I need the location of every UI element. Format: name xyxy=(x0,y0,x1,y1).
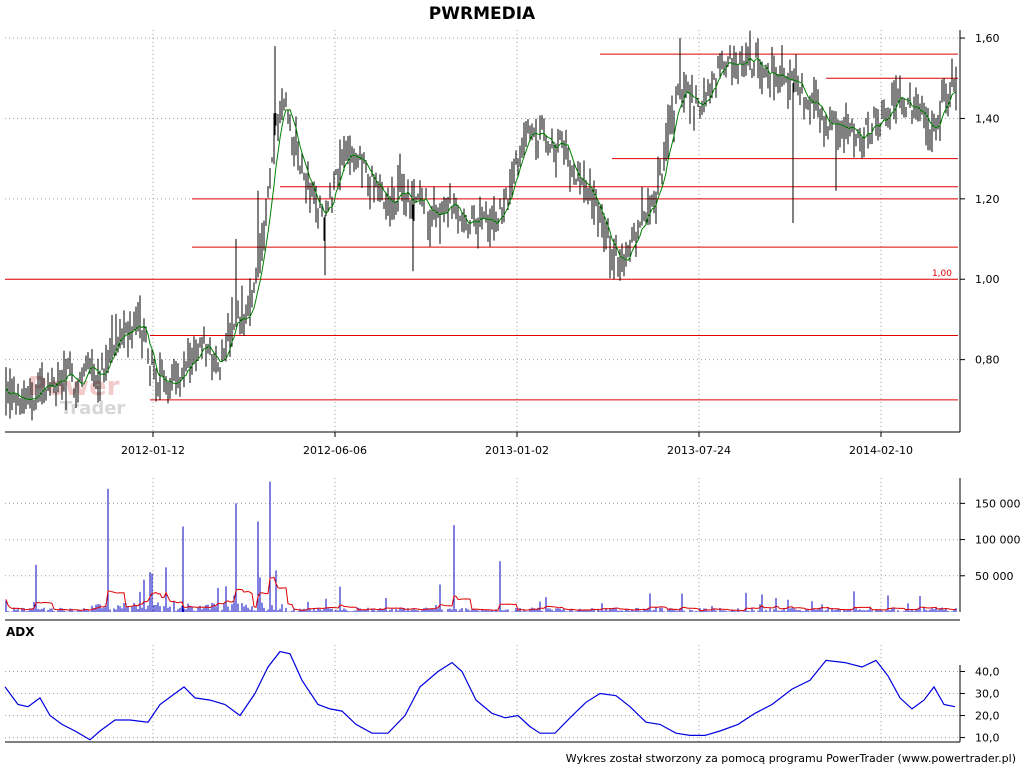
adx-line xyxy=(4,650,956,741)
price-moving-average xyxy=(5,56,957,401)
volume-ytick-label: 100 000 xyxy=(975,534,1021,547)
price-xtick-label: 2014-02-10 xyxy=(849,444,913,457)
price-ytick-label: 1,60 xyxy=(975,32,1000,45)
price-levels xyxy=(5,53,958,401)
volume-ytick-label: 50 000 xyxy=(975,570,1014,583)
price-xtick-label: 2013-01-02 xyxy=(485,444,549,457)
adx-ytick-label: 10,0 xyxy=(975,732,1000,745)
volume-ytick-label: 150 000 xyxy=(975,497,1021,510)
price-ytick-label: 1,40 xyxy=(975,112,1000,125)
volume-average-line xyxy=(5,577,957,612)
price-axes: 0,80 1,00 1,20 1,40 1,60 2012-01-12 2012-06-06… xyxy=(5,30,1000,457)
adx-ytick-label: 40,0 xyxy=(975,665,1000,678)
price-ytick-label: 1,20 xyxy=(975,193,1000,206)
adx-series-line xyxy=(4,650,956,741)
level-annotation: 1,00 xyxy=(932,269,952,279)
price-xtick-label: 2012-01-12 xyxy=(121,444,185,457)
adx-ytick-label: 30,0 xyxy=(975,688,1000,701)
adx-grid xyxy=(5,645,960,742)
price-ytick-label: 1,00 xyxy=(975,273,1000,286)
adx-axes: 10,0 20,0 30,0 40,0 xyxy=(5,665,1000,745)
moving-average-line xyxy=(5,56,957,401)
price-xtick-label: 2013-07-24 xyxy=(667,444,731,457)
chart-title: PWRMEDIA xyxy=(429,4,536,24)
watermark-line2: Trader xyxy=(60,398,125,419)
price-grid xyxy=(5,30,960,432)
adx-ytick-label: 20,0 xyxy=(975,710,1000,723)
volume-average xyxy=(5,577,957,612)
volume-axes: 50 000 100 000 150 000 xyxy=(5,478,1021,621)
adx-title: ADX xyxy=(6,625,35,639)
price-xtick-label: 2012-06-06 xyxy=(303,444,367,457)
footer-credit: Wykres został stworzony za pomocą progra… xyxy=(566,752,1016,765)
price-ytick-label: 0,80 xyxy=(975,354,1000,367)
